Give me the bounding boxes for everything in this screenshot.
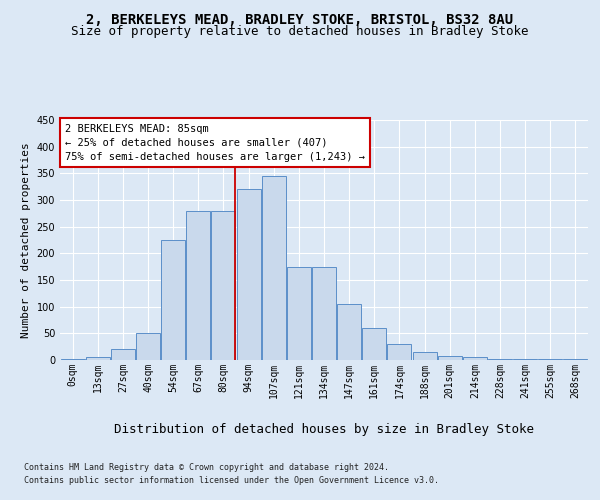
Bar: [211, 210, 235, 360]
Text: 2, BERKELEYS MEAD, BRADLEY STOKE, BRISTOL, BS32 8AU: 2, BERKELEYS MEAD, BRADLEY STOKE, BRISTO…: [86, 12, 514, 26]
Text: 2 BERKELEYS MEAD: 85sqm
← 25% of detached houses are smaller (407)
75% of semi-d: 2 BERKELEYS MEAD: 85sqm ← 25% of detache…: [65, 124, 365, 162]
Bar: [86, 358, 110, 360]
Bar: [388, 344, 412, 360]
Bar: [111, 350, 135, 360]
Bar: [262, 176, 286, 360]
Text: Distribution of detached houses by size in Bradley Stoke: Distribution of detached houses by size …: [114, 422, 534, 436]
Bar: [488, 359, 512, 360]
Text: Size of property relative to detached houses in Bradley Stoke: Size of property relative to detached ho…: [71, 25, 529, 38]
Bar: [187, 210, 210, 360]
Y-axis label: Number of detached properties: Number of detached properties: [21, 142, 31, 338]
Bar: [61, 359, 85, 360]
Bar: [463, 358, 487, 360]
Bar: [312, 266, 336, 360]
Bar: [136, 334, 160, 360]
Text: Contains public sector information licensed under the Open Government Licence v3: Contains public sector information licen…: [24, 476, 439, 485]
Bar: [236, 190, 260, 360]
Bar: [161, 240, 185, 360]
Bar: [438, 356, 461, 360]
Bar: [362, 328, 386, 360]
Bar: [413, 352, 437, 360]
Bar: [337, 304, 361, 360]
Bar: [287, 266, 311, 360]
Bar: [563, 359, 587, 360]
Text: Contains HM Land Registry data © Crown copyright and database right 2024.: Contains HM Land Registry data © Crown c…: [24, 462, 389, 471]
